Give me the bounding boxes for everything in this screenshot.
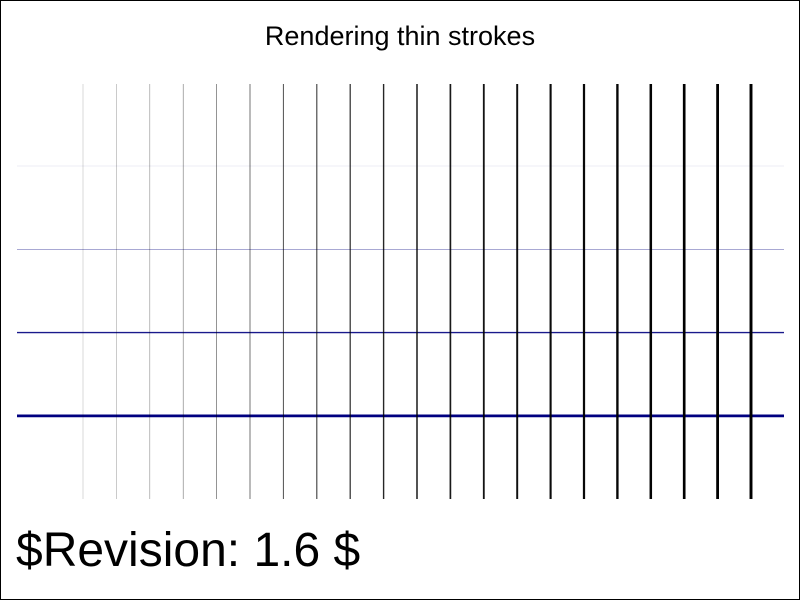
horizontal-strokes-group	[17, 165, 784, 418]
revision-label: $Revision: 1.6 $	[16, 524, 361, 577]
page-title: Rendering thin strokes	[264, 21, 536, 51]
vertical-strokes-group	[82, 84, 753, 499]
